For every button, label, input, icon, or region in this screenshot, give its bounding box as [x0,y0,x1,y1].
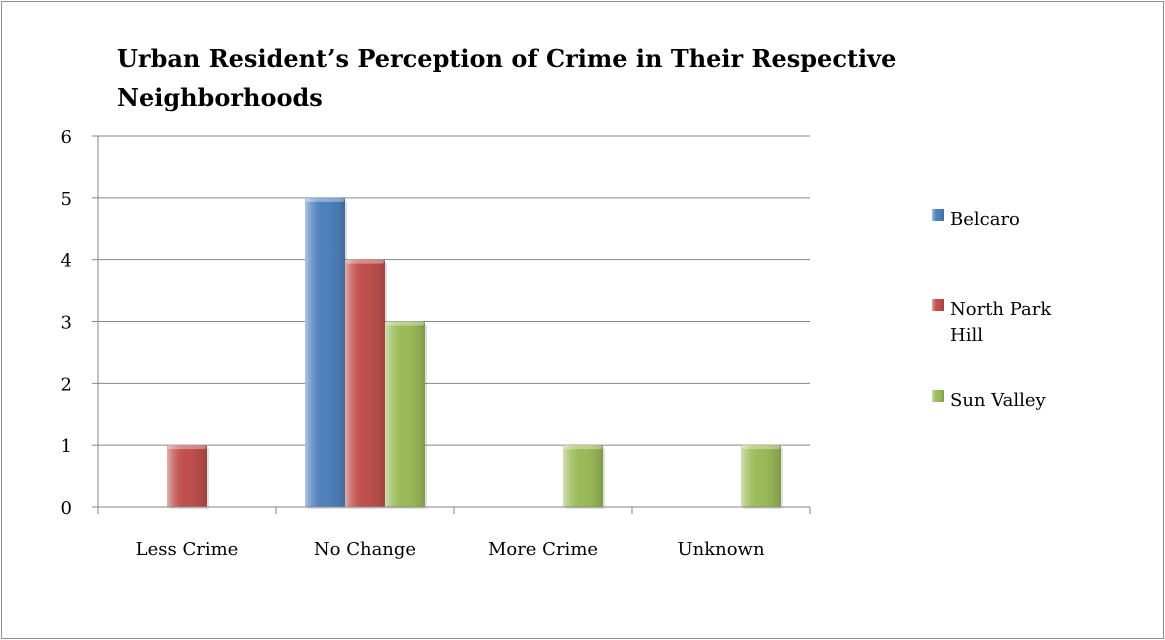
bar-highlight [345,259,385,507]
legend-label: Hill [950,325,983,346]
bar-cap [168,445,206,450]
legend: Belcaro North Park Hill Sun Valley [932,209,1052,411]
bar-sun-valley-more-crime [563,445,605,509]
x-tick-label: More Crime [488,539,598,560]
y-tick-label: 4 [61,251,72,272]
legend-label: Sun Valley [950,390,1046,411]
bar-sun-valley-no-change [385,321,427,509]
x-tick-label: Unknown [677,539,765,560]
x-axis-tick-labels: Less Crime No Change More Crime Unknown [136,539,765,560]
bars [167,197,783,510]
y-tick-label: 5 [61,189,72,210]
bar-highlight [563,445,603,507]
bar-cap [742,445,780,450]
x-tick-label: Less Crime [136,539,239,560]
chart-title-line-2: Neighborhoods [117,83,323,112]
y-tick-label: 2 [61,374,72,395]
legend-item-sun-valley: Sun Valley [932,390,1046,411]
y-tick-label: 1 [61,436,72,457]
bar-highlight [167,445,207,507]
chart-title-line-1: Urban Resident’s Perception of Crime in … [117,44,896,73]
legend-swatch-highlight [932,390,944,402]
bar-cap [306,197,344,202]
legend-swatch-highlight [932,209,944,221]
bar-cap [386,321,424,326]
bar-belcaro-no-change [305,197,347,510]
legend-label: North Park [950,299,1052,320]
y-axis-tick-labels: 0 1 2 3 4 5 6 [61,127,72,519]
bar-cap [564,445,602,450]
y-tick-label: 3 [61,313,72,334]
legend-label: Belcaro [950,209,1020,230]
chart-title: Urban Resident’s Perception of Crime in … [117,44,905,112]
gridlines [92,135,810,508]
legend-item-north-park-hill: North Park Hill [932,299,1052,346]
bar-north-park-hill-less-crime [167,445,209,509]
bar-highlight [741,445,781,507]
bar-highlight [305,197,345,508]
bar-cap [346,259,384,264]
bar-highlight [385,321,425,507]
axes [92,136,811,514]
bar-sun-valley-unknown [741,445,783,509]
legend-item-belcaro: Belcaro [932,209,1020,230]
bar-north-park-hill-no-change [345,259,387,509]
y-tick-label: 0 [61,498,72,519]
y-tick-label: 6 [61,127,72,148]
x-tick-label: No Change [314,539,416,560]
legend-swatch-highlight [932,299,944,311]
